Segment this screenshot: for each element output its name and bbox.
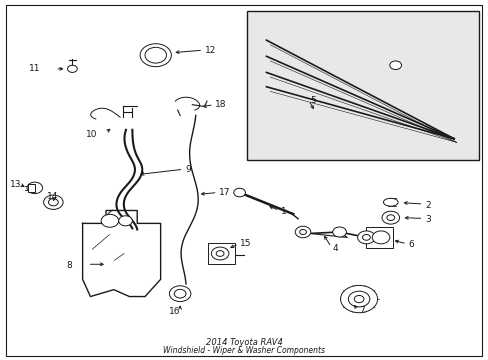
Bar [207, 243, 234, 264]
Circle shape [340, 285, 377, 313]
Circle shape [233, 188, 245, 197]
Text: 15: 15 [239, 239, 251, 248]
Circle shape [389, 61, 401, 69]
Circle shape [101, 214, 119, 227]
Bar [366, 226, 392, 248]
Circle shape [27, 182, 42, 194]
Ellipse shape [383, 198, 397, 206]
Circle shape [43, 195, 63, 210]
Bar [27, 184, 35, 192]
Circle shape [332, 227, 346, 237]
Circle shape [353, 296, 363, 303]
Text: 2014 Toyota RAV4: 2014 Toyota RAV4 [205, 338, 283, 347]
Text: 13: 13 [10, 180, 22, 189]
Circle shape [295, 226, 310, 238]
Circle shape [386, 215, 394, 221]
Text: 4: 4 [331, 244, 337, 253]
Text: 14: 14 [47, 192, 58, 201]
Text: Windshield - Wiper & Washer Components: Windshield - Wiper & Washer Components [163, 346, 325, 355]
Text: 11: 11 [29, 64, 41, 73]
Circle shape [381, 211, 399, 224]
Circle shape [145, 47, 166, 63]
Circle shape [357, 231, 374, 244]
Text: 16: 16 [168, 307, 180, 316]
Bar [246, 12, 478, 160]
Text: 2: 2 [424, 201, 429, 210]
Text: 17: 17 [219, 188, 230, 197]
Circle shape [67, 65, 77, 72]
Circle shape [211, 247, 228, 260]
Text: 6: 6 [407, 240, 413, 249]
Circle shape [174, 289, 185, 298]
Text: 18: 18 [215, 100, 226, 109]
Text: 9: 9 [184, 165, 190, 174]
Text: 8: 8 [66, 261, 72, 270]
Circle shape [169, 286, 190, 302]
Circle shape [371, 231, 389, 244]
Circle shape [119, 216, 132, 226]
Circle shape [140, 44, 171, 67]
Circle shape [48, 199, 58, 206]
Text: 12: 12 [204, 46, 215, 55]
Circle shape [362, 234, 369, 240]
Text: 7: 7 [358, 306, 364, 315]
Text: 1: 1 [281, 207, 286, 216]
Circle shape [216, 251, 224, 256]
Text: 10: 10 [86, 130, 97, 139]
Circle shape [299, 229, 306, 234]
Circle shape [347, 291, 369, 307]
Text: 5: 5 [309, 96, 315, 105]
Text: 3: 3 [424, 215, 430, 224]
